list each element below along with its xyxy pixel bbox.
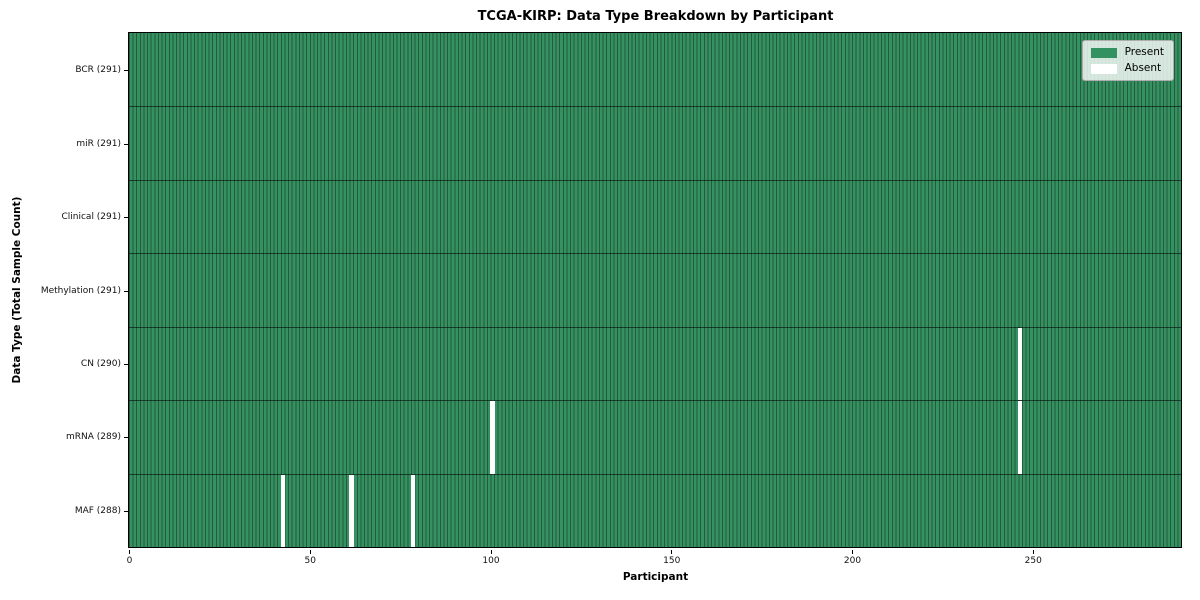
x-tick-mark-250	[1032, 549, 1034, 554]
x-axis-label: Participant	[622, 571, 689, 583]
present-swatch-icon	[1090, 47, 1117, 58]
absent-swatch-icon	[1090, 63, 1117, 74]
y-tick-mark-Clinical	[124, 217, 129, 219]
x-tick-mark-150	[671, 549, 673, 554]
y-axis: BCR (291) miR (291) Clinical (291) Methylat…	[0, 0, 129, 600]
row-miR	[129, 106, 1181, 181]
row-Clinical	[129, 179, 1181, 254]
row-CN	[129, 326, 1181, 401]
y-tick-mark-CN	[124, 363, 129, 365]
y-tick-mark-Methylation	[124, 290, 129, 292]
x-tick-mark-0	[129, 549, 130, 554]
y-tick-label-miR: miR (291)	[76, 138, 121, 149]
y-tick-mark-miR	[124, 143, 129, 145]
absent-cell-MAF-78	[410, 474, 415, 548]
row-Methylation	[129, 253, 1181, 328]
y-tick-label-mRNA: mRNA (289)	[66, 432, 121, 443]
legend: Present Absent	[1081, 40, 1174, 81]
x-tick-mark-100	[490, 549, 492, 554]
y-tick-label-CN: CN (290)	[80, 358, 121, 369]
absent-cell-CN-246	[1018, 327, 1023, 401]
y-tick-mark-BCR	[124, 70, 129, 72]
legend-item-absent: Absent	[1090, 62, 1164, 74]
x-tick-label-50: 50	[304, 555, 316, 566]
y-tick-mark-mRNA	[124, 437, 129, 439]
absent-cell-MAF-61	[349, 474, 354, 548]
absent-cell-MAF-42	[280, 474, 285, 548]
y-tick-label-Clinical: Clinical (291)	[61, 212, 121, 223]
heatmap-rows	[129, 33, 1181, 548]
plot-area: Present Absent	[128, 32, 1182, 548]
legend-label-present: Present	[1124, 46, 1164, 58]
legend-item-present: Present	[1090, 46, 1164, 58]
legend-label-absent: Absent	[1124, 62, 1162, 74]
y-tick-label-MAF: MAF (288)	[74, 505, 121, 516]
row-mRNA	[129, 400, 1181, 475]
chart-title: TCGA-KIRP: Data Type Breakdown by Partic…	[477, 9, 834, 24]
y-tick-mark-MAF	[124, 510, 129, 512]
absent-cell-mRNA-100	[490, 401, 495, 475]
x-tick-mark-200	[852, 549, 854, 554]
x-tick-label-100: 100	[482, 555, 500, 566]
row-BCR	[129, 33, 1181, 107]
y-tick-label-Methylation: Methylation (291)	[40, 285, 121, 296]
absent-cell-mRNA-246	[1018, 401, 1023, 475]
x-tick-label-250: 250	[1024, 555, 1042, 566]
x-tick-label-150: 150	[663, 555, 681, 566]
x-tick-label-0: 0	[126, 555, 133, 566]
y-tick-label-BCR: BCR (291)	[75, 65, 121, 76]
x-axis: 0 50 100 150 200 250	[126, 549, 1182, 570]
x-tick-mark-50	[309, 549, 311, 554]
row-MAF	[129, 473, 1181, 548]
x-tick-label-200: 200	[843, 555, 862, 566]
